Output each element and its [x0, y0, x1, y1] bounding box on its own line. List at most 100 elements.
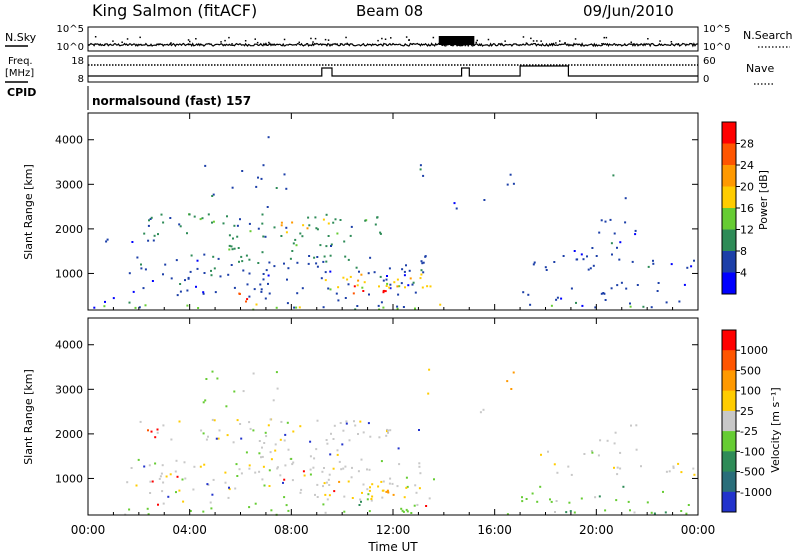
range-time-cell — [308, 224, 311, 227]
range-time-cell — [327, 287, 330, 290]
colorbar-swatch — [722, 330, 736, 351]
range-time-cell — [201, 217, 204, 220]
range-time-cell — [388, 267, 391, 270]
range-time-cell — [203, 272, 206, 274]
range-time-cell — [222, 222, 225, 225]
range-time-cell — [521, 496, 523, 499]
range-time-cell — [291, 221, 294, 224]
range-time-cell — [307, 262, 310, 265]
range-time-cell — [419, 164, 422, 167]
range-time-cell — [217, 257, 220, 260]
range-time-cell — [327, 478, 330, 481]
noise-dot — [312, 41, 314, 43]
range-time-cell — [327, 222, 330, 225]
range-time-cell — [421, 286, 424, 289]
range-time-cell — [174, 470, 177, 473]
range-time-cell — [337, 299, 340, 302]
range-time-cell — [338, 480, 341, 483]
range-time-cell — [391, 482, 394, 485]
range-time-cell — [265, 435, 268, 438]
velocity-colorbar-label: Velocity [m s⁻¹] — [769, 387, 782, 472]
freq-trace — [88, 64, 698, 77]
noise-dot — [487, 38, 490, 41]
range-time-cell — [112, 297, 115, 300]
range-time-cell — [264, 297, 267, 300]
range-time-cell — [327, 235, 330, 237]
range-time-cell — [276, 467, 279, 470]
colorbar-tick-label: -25 — [740, 425, 758, 438]
range-time-cell — [228, 488, 231, 491]
range-time-cell — [224, 481, 227, 484]
range-time-cell — [381, 496, 384, 499]
range-time-cell — [237, 247, 240, 249]
range-time-cell — [397, 293, 400, 296]
range-time-cell — [309, 473, 312, 476]
range-time-cell — [231, 186, 234, 189]
range-time-cell — [512, 371, 515, 374]
freq-left-tick-top: 18 — [71, 56, 84, 67]
range-time-cell — [680, 471, 683, 474]
range-time-cell — [154, 436, 157, 439]
range-time-cell — [207, 435, 209, 438]
range-time-cell — [275, 306, 278, 309]
range-time-cell — [332, 221, 335, 224]
noise-dot — [499, 43, 501, 45]
range-time-cell — [510, 388, 513, 390]
range-time-cell — [154, 462, 157, 465]
range-time-cell — [159, 475, 162, 478]
range-time-cell — [522, 291, 525, 294]
range-time-cell — [236, 475, 239, 477]
range-time-cell — [325, 245, 328, 248]
range-time-cell — [379, 275, 382, 278]
range-time-cell — [635, 448, 638, 451]
range-time-cell — [352, 292, 355, 295]
range-time-cell — [316, 256, 319, 258]
range-time-cell — [240, 437, 243, 440]
range-time-cell — [151, 280, 154, 282]
range-time-cell — [322, 306, 325, 309]
range-time-cell — [162, 221, 165, 224]
range-time-cell — [165, 475, 168, 478]
range-time-cell — [330, 432, 332, 435]
range-time-cell — [599, 439, 602, 442]
range-time-cell — [303, 474, 306, 477]
range-time-cell — [361, 286, 364, 289]
range-time-cell — [600, 219, 603, 222]
range-time-cell — [332, 467, 335, 470]
range-time-cell — [268, 469, 271, 472]
range-time-cell — [371, 495, 374, 498]
range-time-cell — [225, 405, 228, 408]
range-time-cell — [283, 478, 286, 481]
range-time-cell — [259, 283, 262, 286]
y-tick-label: 2000 — [55, 428, 83, 441]
range-time-cell — [341, 443, 344, 446]
range-time-cell — [150, 216, 153, 219]
range-time-cell — [157, 233, 159, 236]
range-time-cell — [418, 462, 421, 465]
range-time-cell — [580, 497, 583, 500]
freq-panel-frame — [87, 55, 699, 83]
range-time-cell — [156, 431, 159, 434]
range-time-cell — [150, 430, 153, 433]
range-time-cell — [594, 306, 597, 309]
nsky-label: N.Sky — [5, 31, 37, 44]
noise-dot — [345, 36, 347, 39]
range-time-cell — [182, 500, 185, 503]
range-time-cell — [604, 299, 607, 301]
range-time-cell — [382, 306, 385, 309]
range-time-cell — [362, 290, 365, 292]
range-time-cell — [132, 290, 135, 293]
noise-dot — [256, 41, 259, 44]
range-time-cell — [248, 258, 251, 261]
y-tick-label: 1000 — [55, 472, 83, 485]
range-time-cell — [226, 215, 228, 218]
range-time-cell — [197, 307, 200, 309]
range-time-cell — [290, 457, 293, 460]
range-time-cell — [360, 273, 363, 276]
range-time-cell — [135, 484, 138, 487]
range-time-cell — [280, 221, 283, 224]
range-time-cell — [386, 428, 388, 431]
range-time-cell — [576, 258, 579, 261]
range-time-cell — [126, 481, 129, 484]
range-time-cell — [618, 258, 621, 261]
